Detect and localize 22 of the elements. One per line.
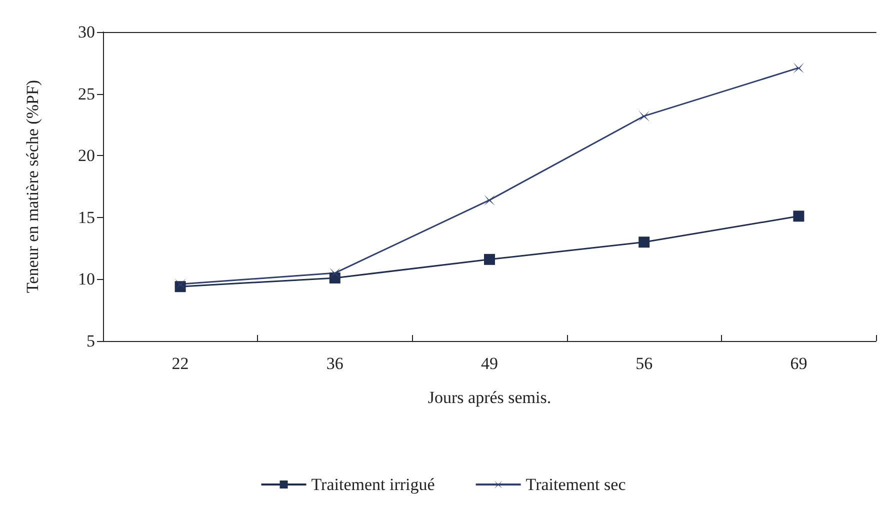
x-axis-title: Jours aprés semis. [428,388,552,407]
point [329,268,340,279]
point [793,210,804,222]
y-tick-label: 5 [86,332,95,350]
y-tick-label: 20 [78,146,95,166]
point [329,272,340,284]
y-tick-label: 25 [78,84,95,104]
y-axis-title: Teneur en matière séche (%PF) [23,80,42,294]
point [638,110,650,122]
x-tick-label: 49 [481,354,498,373]
point [484,254,495,265]
x-tick-label: 69 [790,354,808,373]
y-tick-label: 10 [78,270,95,289]
x-tick-label: 36 [326,354,344,373]
x-tick-label: 22 [172,354,189,373]
y-tick-label: 30 [78,22,95,42]
point [174,278,186,290]
legend-label: Traitement sec [526,475,626,494]
x-tick-label: 56 [636,354,653,373]
legend-label: Traitement irrigué [311,475,435,494]
point [638,236,650,248]
y-tick-label: 15 [78,208,95,227]
